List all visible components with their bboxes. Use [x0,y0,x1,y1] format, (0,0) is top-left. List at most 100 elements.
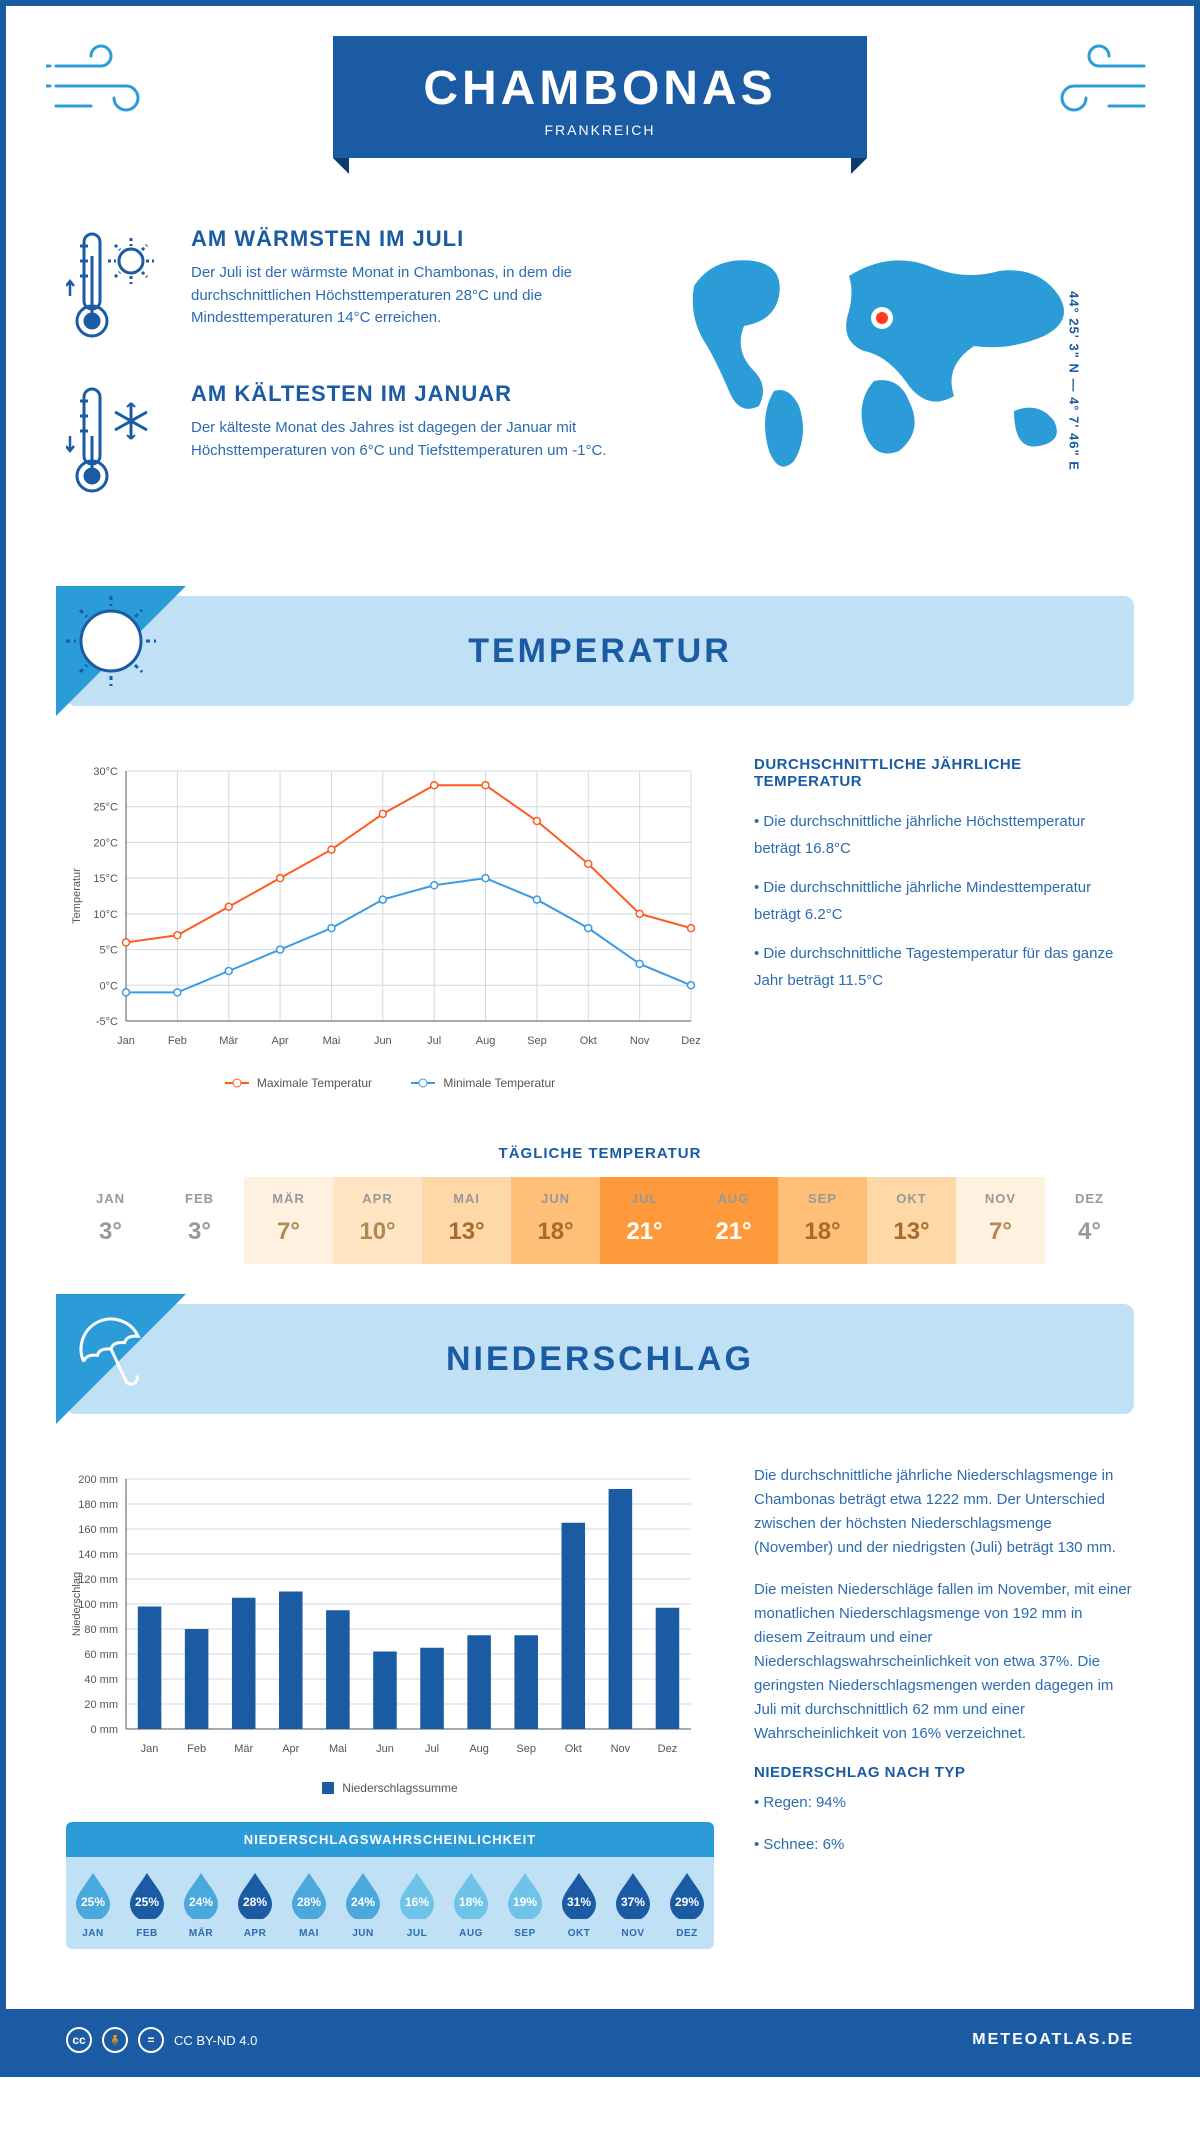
svg-text:31%: 31% [567,1895,591,1909]
svg-text:Nov: Nov [611,1743,631,1755]
svg-text:Mär: Mär [219,1035,238,1047]
precip-legend: Niederschlagssumme [66,1781,714,1797]
title-banner: CHAMBONAS FRANKREICH [333,36,866,158]
daily-temp-cell: DEZ4° [1045,1177,1134,1264]
svg-text:Apr: Apr [272,1035,289,1047]
probability-cell: 25%FEB [120,1857,174,1949]
legend-min-label: Minimale Temperatur [443,1076,555,1090]
probability-cell: 37%NOV [606,1857,660,1949]
svg-text:25%: 25% [81,1895,105,1909]
svg-text:Mai: Mai [323,1035,341,1047]
svg-text:Sep: Sep [516,1743,536,1755]
svg-text:28%: 28% [243,1895,267,1909]
facts-column: AM WÄRMSTEN IM JULI Der Juli ist der wär… [66,226,614,536]
thermometer-sun-icon [66,226,166,346]
precipitation-section: 0 mm20 mm40 mm60 mm80 mm100 mm120 mm140 … [6,1434,1194,1979]
svg-text:Sep: Sep [527,1035,547,1047]
svg-text:20 mm: 20 mm [84,1699,118,1711]
header: CHAMBONAS FRANKREICH [6,6,1194,226]
svg-text:180 mm: 180 mm [78,1499,118,1511]
svg-text:Mär: Mär [234,1743,253,1755]
svg-text:Apr: Apr [282,1743,299,1755]
svg-text:30°C: 30°C [93,766,118,778]
svg-text:Aug: Aug [476,1035,496,1047]
brand: METEOATLAS.DE [972,2031,1134,2049]
temp-bullet: • Die durchschnittliche jährliche Mindes… [754,874,1134,928]
daily-temp-cell: JUN18° [511,1177,600,1264]
temp-bullet: • Die durchschnittliche jährliche Höchst… [754,808,1134,862]
svg-text:18%: 18% [459,1895,483,1909]
svg-text:25°C: 25°C [93,802,118,814]
by-icon: 🧍 [102,2027,128,2053]
svg-text:200 mm: 200 mm [78,1474,118,1486]
precipitation-summary: Die durchschnittliche jährliche Niedersc… [754,1464,1134,1949]
svg-text:Dez: Dez [658,1743,678,1755]
svg-text:Jan: Jan [141,1743,159,1755]
svg-text:25%: 25% [135,1895,159,1909]
precipitation-bar-chart: 0 mm20 mm40 mm60 mm80 mm100 mm120 mm140 … [66,1464,706,1764]
precip-legend-label: Niederschlagssumme [342,1781,457,1795]
country-subtitle: FRANKREICH [423,122,776,138]
svg-text:Nov: Nov [630,1035,650,1047]
cc-icon: cc [66,2027,92,2053]
coordinates: 44° 25' 3" N — 4° 7' 46" E [1067,291,1082,471]
precip-type-bullet: • Regen: 94% [754,1791,1134,1815]
svg-text:40 mm: 40 mm [84,1674,118,1686]
probability-cell: 24%MÄR [174,1857,228,1949]
svg-text:Okt: Okt [580,1035,597,1047]
svg-text:10°C: 10°C [93,909,118,921]
svg-text:5°C: 5°C [100,945,119,957]
svg-text:Jun: Jun [374,1035,392,1047]
svg-text:Feb: Feb [168,1035,187,1047]
section-title-precipitation: NIEDERSCHLAG [446,1340,754,1379]
svg-text:Jul: Jul [427,1035,441,1047]
precip-para-2: Die meisten Niederschläge fallen im Nove… [754,1578,1134,1746]
fact-cold-text: Der kälteste Monat des Jahres ist dagege… [191,417,614,462]
temperature-line-chart: -5°C0°C5°C10°C15°C20°C25°C30°CJanFebMärA… [66,756,714,1090]
top-section: AM WÄRMSTEN IM JULI Der Juli ist der wär… [6,226,1194,576]
svg-text:37%: 37% [621,1895,645,1909]
fact-cold-title: AM KÄLTESTEN IM JANUAR [191,381,614,407]
daily-temp-cell: MAI13° [422,1177,511,1264]
precip-type-heading: NIEDERSCHLAG NACH TYP [754,1764,1134,1781]
thermometer-snow-icon [66,381,166,501]
fact-warm-title: AM WÄRMSTEN IM JULI [191,226,614,252]
fact-warmest: AM WÄRMSTEN IM JULI Der Juli ist der wär… [66,226,614,346]
probability-cell: 31%OKT [552,1857,606,1949]
svg-text:0°C: 0°C [100,980,119,992]
svg-text:60 mm: 60 mm [84,1649,118,1661]
svg-text:29%: 29% [675,1895,699,1909]
legend-max-label: Maximale Temperatur [257,1076,372,1090]
section-title-temperature: TEMPERATUR [468,632,732,671]
precip-type-bullet: • Schnee: 6% [754,1833,1134,1857]
daily-temp-cell: JAN3° [66,1177,155,1264]
daily-temp-cell: FEB3° [155,1177,244,1264]
daily-temp-cell: SEP18° [778,1177,867,1264]
probability-cell: 28%APR [228,1857,282,1949]
svg-text:80 mm: 80 mm [84,1624,118,1636]
svg-text:Okt: Okt [565,1743,582,1755]
daily-temp-cell: JUL21° [600,1177,689,1264]
chart-legend: Maximale Temperatur Minimale Temperatur [66,1073,714,1090]
svg-text:19%: 19% [513,1895,537,1909]
svg-text:Feb: Feb [187,1743,206,1755]
daily-temp-cell: MÄR7° [244,1177,333,1264]
footer: cc 🧍 = CC BY-ND 4.0 METEOATLAS.DE [6,2009,1194,2071]
probability-cell: 28%MAI [282,1857,336,1949]
svg-text:Temperatur: Temperatur [71,868,83,924]
fact-warm-text: Der Juli ist der wärmste Monat in Chambo… [191,262,614,330]
svg-text:160 mm: 160 mm [78,1524,118,1536]
nd-icon: = [138,2027,164,2053]
svg-text:Dez: Dez [681,1035,701,1047]
svg-text:Aug: Aug [469,1743,489,1755]
daily-temp-strip: JAN3°FEB3°MÄR7°APR10°MAI13°JUN18°JUL21°A… [66,1177,1134,1264]
temp-bullet: • Die durchschnittliche Tagestemperatur … [754,940,1134,994]
daily-temp-cell: APR10° [333,1177,422,1264]
section-banner-precipitation: NIEDERSCHLAG [66,1304,1134,1414]
probability-cell: 25%JAN [66,1857,120,1949]
svg-text:140 mm: 140 mm [78,1549,118,1561]
svg-text:20°C: 20°C [93,837,118,849]
svg-text:24%: 24% [351,1895,375,1909]
probability-cell: 24%JUN [336,1857,390,1949]
umbrella-icon [56,1294,186,1424]
